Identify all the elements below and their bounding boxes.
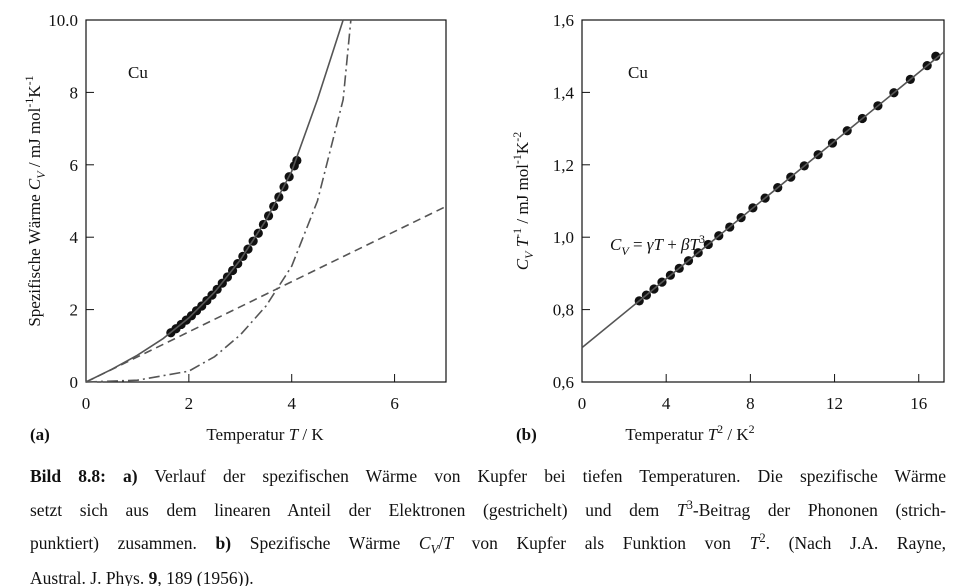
text-part: 2: [749, 422, 755, 436]
text-part: / K: [298, 425, 324, 444]
text-part: V: [621, 244, 630, 258]
text-part: 2: [759, 530, 766, 545]
text-part: Spezifische Wärme: [231, 532, 419, 553]
text-part: -1: [510, 228, 524, 238]
caption-line: setzt sich aus dem linearen Anteil der E…: [30, 491, 946, 524]
text-part: V: [34, 170, 48, 179]
text-part: 3: [686, 497, 693, 512]
text-part: +: [663, 235, 681, 254]
text-part: , 189 (1956)).: [157, 567, 254, 586]
y-tick-label: 1,4: [553, 83, 575, 102]
text-part: -1: [510, 154, 524, 164]
x-axis-label: Temperatur T2 / K2: [625, 422, 754, 444]
text-part: Temperatur: [625, 425, 707, 444]
y-tick-label: 0,6: [553, 373, 574, 392]
curve: [85, 19, 344, 383]
annotation: Cu: [128, 63, 148, 82]
x-tick-label: 16: [910, 394, 927, 413]
text-part: V: [522, 250, 536, 259]
text-part: C: [25, 178, 44, 190]
y-tick-label: 0,8: [553, 301, 574, 320]
text-part: Bild 8.8: a): [30, 466, 138, 486]
plot-frame: [581, 19, 945, 383]
curve: [85, 205, 447, 383]
text-part: b): [215, 532, 232, 553]
text-part: Verlauf der spezifischen Wärme von Kupfe…: [137, 466, 946, 486]
text-part: /: [438, 532, 444, 553]
curve: [85, 19, 352, 383]
caption-line: Bild 8.8: a) Verlauf der spezifischen Wä…: [30, 462, 946, 491]
text-part: 3: [699, 232, 705, 246]
text-part: βT: [680, 235, 700, 254]
y-axis-label: Spezifische Wärme CV / mJ mol-1K-1: [22, 75, 48, 326]
text-part: K: [25, 85, 44, 98]
x-tick-label: 12: [826, 394, 843, 413]
y-tick-label: 2: [70, 301, 79, 320]
y-tick-label: 1,6: [553, 11, 574, 30]
text-part: =: [629, 235, 647, 254]
x-tick-label: 0: [82, 394, 91, 413]
x-tick-label: 4: [662, 394, 671, 413]
text-part: T: [513, 236, 532, 247]
text-part: / mJ mol: [513, 164, 532, 228]
y-tick-label: 1,2: [553, 156, 574, 175]
text-part: -2: [510, 132, 524, 142]
x-tick-label: 0: [578, 394, 587, 413]
x-tick-label: 2: [185, 394, 194, 413]
text-part: setzt sich aus dem linearen Anteil der E…: [30, 499, 677, 520]
text-part: punktiert) zusammen.: [30, 532, 216, 553]
text-part: / mJ mol: [25, 107, 44, 171]
curve: [581, 51, 945, 349]
figure: 0 2 4 6 0 2 4 6 8 10.0 Temperatur T / K Spezifische…: [22, 11, 945, 444]
text-part: 9: [148, 567, 158, 586]
text-part: . (Nach J.A. Rayne,: [765, 532, 946, 553]
panel-label: (b): [516, 425, 537, 444]
y-tick-label: 10.0: [48, 11, 78, 30]
text-part: T: [289, 425, 300, 444]
caption-line: Austral. J. Phys. 9, 189 (1956)).: [30, 564, 946, 586]
text-part: T: [749, 532, 760, 553]
panel-label: (a): [30, 425, 50, 444]
formula: CV = γT + βT3: [610, 232, 705, 258]
text-part: Austral. J. Phys.: [30, 567, 149, 586]
text-part: von Kupfer als Funktion von: [452, 532, 750, 553]
x-tick-label: 4: [287, 394, 296, 413]
text-part: T: [676, 499, 687, 520]
text-part: Temperatur: [206, 425, 288, 444]
text-part: V: [430, 542, 439, 557]
text-part: K: [513, 141, 532, 154]
text-part: T: [708, 425, 719, 444]
y-tick-label: 0: [70, 373, 79, 392]
x-axis-label: Temperatur T / K: [206, 425, 324, 444]
text-part: Spezifische Wärme: [25, 190, 44, 327]
y-tick-label: 1,0: [553, 228, 574, 247]
y-tick-label: 4: [70, 228, 79, 247]
text-part: T: [443, 532, 453, 553]
x-tick-label: 6: [390, 394, 399, 413]
text-part: -1: [22, 75, 36, 85]
annotation: Cu: [628, 63, 648, 82]
text-part: -Beitrag der Phononen (strich-: [692, 499, 947, 520]
y-tick-label: 8: [70, 83, 79, 102]
text-part: C: [513, 258, 532, 270]
text-part: -1: [22, 98, 36, 108]
text-part: γT: [647, 235, 665, 254]
plot-frame: [85, 19, 447, 383]
x-tick-label: 8: [746, 394, 755, 413]
text-part: C: [610, 235, 622, 254]
caption: Bild 8.8: a) Verlauf der spezifischen Wä…: [30, 462, 946, 586]
text-part: 2: [717, 422, 723, 436]
y-tick-label: 6: [70, 156, 79, 175]
caption-line: punktiert) zusammen. b) Spezifische Wärm…: [30, 524, 946, 564]
y-axis-label: CV T-1 / mJ mol-1K-2: [510, 132, 536, 270]
text-part: / K: [723, 425, 749, 444]
data-point: [931, 51, 941, 61]
text-part: C: [418, 532, 431, 553]
